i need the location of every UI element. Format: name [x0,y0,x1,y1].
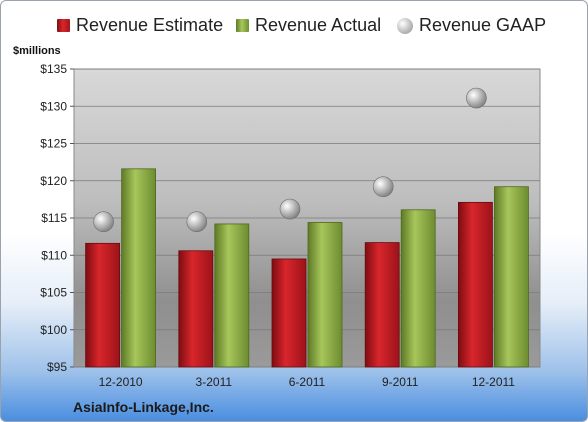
bar-actual [214,223,250,368]
bar-estimate [271,258,307,368]
x-tick-label: 6-2011 [289,375,326,389]
y-tick-label: $115 [41,211,67,225]
y-tick-label: $100 [40,323,67,337]
legend-label-estimate: Revenue Estimate [76,15,224,35]
gaap-marker [372,176,394,198]
legend-item-actual: Revenue Actual [236,15,381,36]
y-tick-label: $105 [40,286,67,300]
bar-actual [400,209,436,368]
bar-estimate [364,242,400,368]
legend-swatch-actual [236,19,249,32]
bar-estimate [457,201,493,368]
y-tick-label: $120 [40,174,67,188]
y-axis-ticks: $95 $100 $105 $110 $115 $120 $125 $130 $135 [40,62,74,374]
gaap-marker [466,87,487,109]
bar-estimate [85,242,120,368]
y-tick-label: $95 [47,360,67,374]
x-axis-ticks: 12-2010 3-2011 6-2011 9-2011 12-2011 [99,375,516,389]
y-tick-label: $135 [40,62,67,76]
bars [85,168,529,368]
legend-label-gaap: Revenue GAAP [419,15,547,35]
bar-estimate [178,250,214,368]
legend: Revenue Estimate Revenue Actual Revenue … [1,15,587,41]
legend-item-gaap: Revenue GAAP [397,15,546,36]
legend-label-actual: Revenue Actual [255,15,382,35]
y-axis-unit-label: $millions [13,45,61,57]
y-tick-label: $130 [40,99,67,113]
gaap-marker [93,211,114,233]
bar-actual [307,222,343,368]
x-tick-label: 9-2011 [382,375,419,389]
bar-actual [493,186,529,368]
legend-swatch-gaap [397,17,413,34]
gaap-markers [93,87,487,233]
legend-swatch-estimate [57,19,70,32]
y-tick-label: $110 [41,248,67,262]
gaap-marker [186,211,208,233]
x-tick-label: 12-2011 [472,375,515,389]
x-tick-label: 12-2010 [99,375,143,389]
company-name: AsiaInfo-Linkage,Inc. [73,399,214,415]
gaap-marker [279,198,301,220]
y-tick-label: $125 [40,137,67,151]
bar-actual [121,168,156,368]
x-tick-label: 3-2011 [196,375,233,389]
legend-item-estimate: Revenue Estimate [57,15,223,36]
